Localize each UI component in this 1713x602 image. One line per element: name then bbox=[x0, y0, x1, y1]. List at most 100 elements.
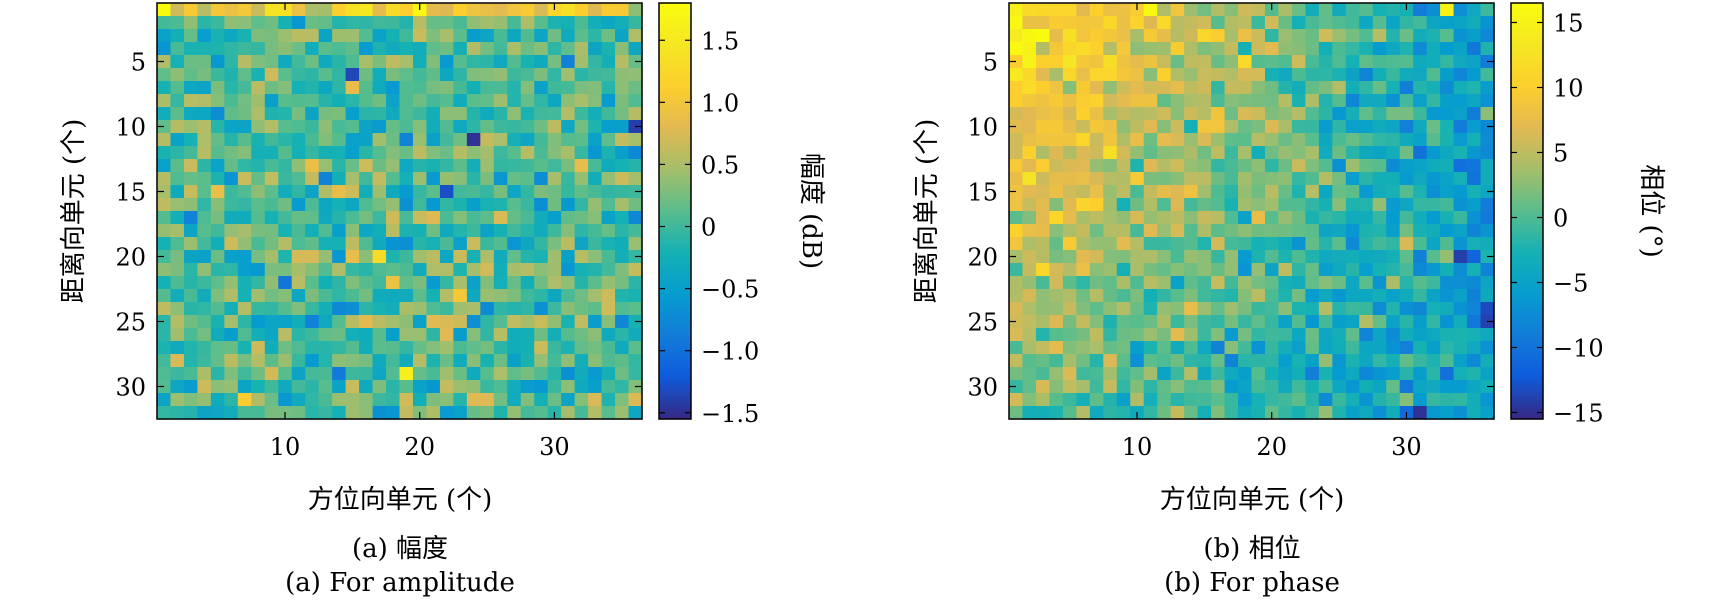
heatmap-cell bbox=[1143, 146, 1158, 160]
heatmap-cell bbox=[1211, 224, 1226, 238]
heatmap-cell bbox=[547, 341, 562, 355]
heatmap-cell bbox=[601, 120, 616, 134]
heatmap-cell bbox=[507, 133, 522, 147]
heatmap-cell bbox=[1170, 55, 1185, 69]
heatmap-cell bbox=[1076, 328, 1091, 342]
heatmap-cell bbox=[574, 55, 589, 69]
heatmap-cell bbox=[264, 354, 279, 368]
heatmap-cell bbox=[183, 380, 199, 394]
heatmap-cell bbox=[601, 406, 616, 420]
heatmap-cell bbox=[332, 133, 347, 147]
heatmap-cell bbox=[1413, 120, 1428, 134]
heatmap-cell bbox=[1251, 250, 1266, 264]
heatmap-cell bbox=[1211, 3, 1226, 17]
heatmap-cell bbox=[170, 302, 185, 316]
heatmap-cell bbox=[318, 315, 333, 329]
heatmap-cell bbox=[1184, 315, 1199, 329]
heatmap-cell bbox=[1386, 341, 1401, 355]
heatmap-cell bbox=[1009, 29, 1024, 43]
heatmap-cell bbox=[1062, 55, 1077, 69]
heatmap-cell bbox=[1062, 250, 1077, 264]
heatmap-cell bbox=[588, 159, 603, 173]
heatmap-cell bbox=[1076, 341, 1091, 355]
heatmap-cell bbox=[426, 16, 441, 30]
heatmap-cell bbox=[1264, 42, 1280, 56]
colorbar-segment bbox=[659, 155, 691, 160]
heatmap-cell bbox=[1049, 211, 1064, 225]
heatmap-cell bbox=[426, 302, 441, 316]
heatmap-cell bbox=[1426, 81, 1441, 95]
heatmap-cell bbox=[1211, 406, 1226, 420]
heatmap-cell bbox=[1264, 68, 1280, 82]
heatmap-cell bbox=[561, 211, 576, 225]
heatmap-cell bbox=[1278, 16, 1293, 30]
heatmap-cell bbox=[1035, 146, 1051, 160]
heatmap-cell bbox=[1386, 120, 1401, 134]
heatmap-cell bbox=[1076, 211, 1091, 225]
heatmap-cell bbox=[480, 263, 495, 277]
heatmap-cell bbox=[291, 406, 306, 420]
heatmap-cell bbox=[1453, 133, 1468, 147]
heatmap-cell bbox=[1035, 16, 1051, 30]
heatmap-cell bbox=[170, 94, 185, 108]
heatmap-cell bbox=[1157, 289, 1172, 303]
heatmap-cell bbox=[1197, 276, 1212, 290]
heatmap-cell bbox=[237, 55, 252, 69]
heatmap-cell bbox=[345, 94, 360, 108]
heatmap-cell bbox=[1413, 172, 1428, 186]
heatmap-cell bbox=[453, 198, 468, 212]
colorbar-segment bbox=[1511, 394, 1543, 399]
heatmap-cell bbox=[1238, 68, 1253, 82]
heatmap-cell bbox=[278, 341, 293, 355]
heatmap-cell bbox=[1035, 81, 1051, 95]
heatmap-cell bbox=[1211, 380, 1226, 394]
heatmap-cell bbox=[1413, 94, 1428, 108]
heatmap-cell bbox=[318, 250, 333, 264]
colorbar-segment bbox=[659, 51, 691, 56]
heatmap-cell bbox=[1386, 367, 1401, 381]
colorbar-segment bbox=[1511, 117, 1543, 122]
heatmap-cell bbox=[615, 341, 630, 355]
heatmap-cell bbox=[628, 237, 643, 251]
heatmap-cell bbox=[170, 29, 185, 43]
heatmap-cell bbox=[359, 29, 374, 43]
colorbar-segment bbox=[1511, 3, 1543, 8]
heatmap-cell bbox=[1157, 198, 1172, 212]
heatmap-cell bbox=[197, 146, 212, 160]
heatmap-cell bbox=[1184, 16, 1199, 30]
heatmap-cell bbox=[1332, 393, 1347, 407]
heatmap-cell bbox=[1359, 393, 1374, 407]
heatmap-cell bbox=[1440, 276, 1455, 290]
heatmap-cell bbox=[547, 133, 562, 147]
heatmap-cell bbox=[1022, 302, 1037, 316]
heatmap-cell bbox=[439, 3, 454, 17]
heatmap-cell bbox=[251, 81, 266, 95]
heatmap-cell bbox=[1264, 29, 1280, 43]
heatmap-cell bbox=[574, 107, 589, 121]
heatmap-cell bbox=[1278, 185, 1293, 199]
heatmap-cell bbox=[1224, 211, 1239, 225]
heatmap-cell bbox=[1399, 185, 1414, 199]
heatmap-cell bbox=[1089, 81, 1104, 95]
heatmap-cell bbox=[439, 393, 454, 407]
colorbar-segment bbox=[659, 141, 691, 146]
heatmap-cell bbox=[1440, 237, 1455, 251]
heatmap-cell bbox=[359, 315, 374, 329]
heatmap-cell bbox=[1170, 315, 1185, 329]
heatmap-cell bbox=[1009, 198, 1024, 212]
heatmap-cell bbox=[588, 367, 603, 381]
heatmap-cell bbox=[1251, 354, 1266, 368]
heatmap-cell bbox=[1062, 198, 1077, 212]
heatmap-cell bbox=[1170, 107, 1185, 121]
heatmap-cell bbox=[1184, 393, 1199, 407]
heatmap-cell bbox=[1049, 250, 1064, 264]
heatmap-cell bbox=[1035, 354, 1051, 368]
heatmap-cell bbox=[480, 289, 495, 303]
heatmap-cell bbox=[1305, 94, 1320, 108]
heatmap-cell bbox=[1089, 159, 1104, 173]
heatmap-cell bbox=[1413, 3, 1428, 17]
heatmap-cell bbox=[1076, 393, 1091, 407]
heatmap-cell bbox=[332, 315, 347, 329]
heatmap-cell bbox=[1278, 224, 1293, 238]
heatmap-cell bbox=[547, 55, 562, 69]
